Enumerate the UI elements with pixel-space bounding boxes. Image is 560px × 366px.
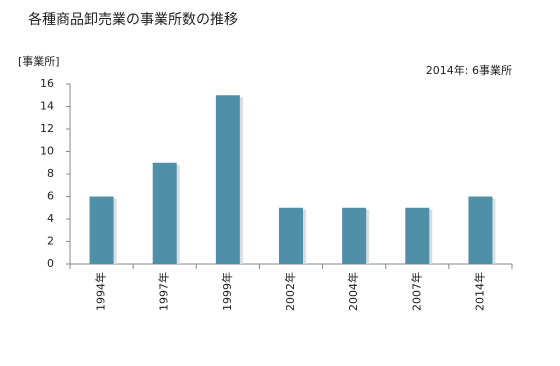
y-axis-label: [事業所] bbox=[18, 55, 60, 68]
bar bbox=[89, 196, 114, 264]
bar bbox=[215, 95, 240, 264]
y-tick-label: 4 bbox=[47, 212, 54, 225]
chart-title: 各種商品卸売業の事業所数の推移 bbox=[28, 12, 238, 28]
x-tick-label: 1994年 bbox=[94, 272, 108, 311]
bar bbox=[279, 207, 303, 264]
x-tick-label: 2007年 bbox=[409, 272, 423, 311]
y-tick-label: 6 bbox=[47, 190, 54, 203]
y-tick-label: 8 bbox=[47, 167, 54, 180]
x-tick-label: 1999年 bbox=[220, 272, 234, 311]
bar bbox=[405, 207, 430, 264]
bar bbox=[468, 196, 493, 264]
y-tick-label: 0 bbox=[47, 257, 54, 270]
y-tick-label: 14 bbox=[40, 100, 54, 113]
y-tick-label: 16 bbox=[40, 77, 54, 90]
bar bbox=[152, 162, 177, 264]
bar bbox=[342, 207, 367, 264]
x-tick-label: 2014年 bbox=[472, 272, 486, 311]
x-tick-label: 2004年 bbox=[346, 272, 360, 311]
y-tick-label: 10 bbox=[40, 145, 54, 158]
x-tick-label: 2002年 bbox=[283, 272, 297, 311]
y-tick-label: 2 bbox=[47, 235, 54, 248]
y-tick-label: 12 bbox=[40, 122, 54, 135]
annotation: 2014年: 6事業所 bbox=[426, 63, 512, 77]
x-tick-label: 1997年 bbox=[157, 272, 171, 311]
